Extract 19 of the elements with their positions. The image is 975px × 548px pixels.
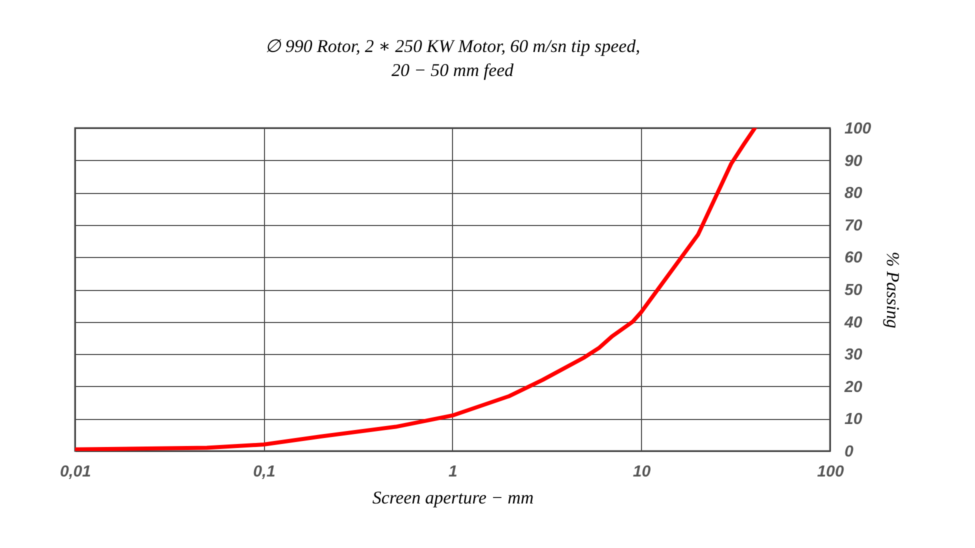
x-tick-label: 100: [817, 464, 844, 480]
y-tick-label: 0: [844, 444, 854, 460]
y-tick-label: 60: [844, 250, 862, 267]
x-tick-label: 10: [632, 464, 651, 480]
chart-title: ∅ 990 Rotor, 2 ∗ 250 KW Motor, 60 m/sn tip speed, 20 − 50 mm feed: [264, 36, 640, 80]
y-axis-title: % Passing: [883, 252, 904, 328]
y-tick-label: 70: [844, 217, 862, 234]
y-tick-label: 100: [844, 120, 872, 138]
y-tick-label: 40: [844, 314, 862, 332]
x-tick-label: 0,01: [60, 464, 92, 480]
y-tick-label: 30: [844, 346, 862, 364]
x-tick-label: 1: [448, 464, 458, 480]
y-tick-label: 90: [844, 152, 862, 170]
x-axis-title: Screen aperture − mm: [372, 488, 534, 508]
y-tick-label: 80: [844, 185, 862, 202]
y-tick-label: 20: [844, 378, 862, 396]
y-tick-label: 10: [844, 411, 862, 428]
x-tick-label: 0,1: [253, 464, 276, 480]
y-tick-label: 50: [844, 282, 862, 299]
